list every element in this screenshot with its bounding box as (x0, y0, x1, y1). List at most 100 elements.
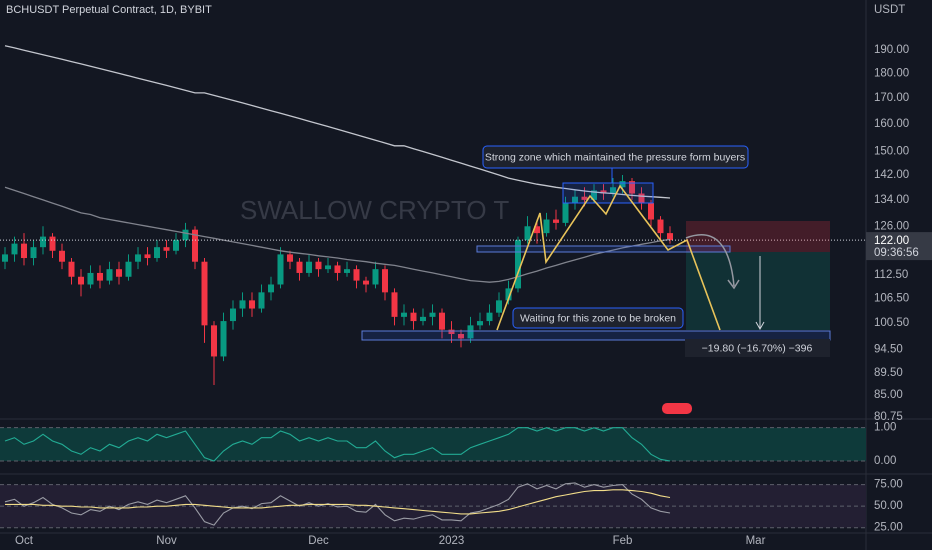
candle-body (49, 236, 56, 251)
candle-body (268, 284, 274, 293)
x-tick-label: 2023 (439, 535, 465, 547)
y-tick-label: 150.00 (874, 146, 909, 158)
candle-body (106, 269, 113, 281)
candle-body (163, 247, 170, 251)
candle-body (78, 276, 84, 285)
candle-body (448, 329, 455, 335)
x-tick-label: Dec (308, 535, 329, 547)
candle-body (581, 196, 588, 200)
candle-body (201, 261, 208, 326)
candle-body (382, 269, 388, 293)
callout-text: Strong zone which maintained the pressur… (485, 151, 745, 163)
candle-body (277, 254, 284, 285)
x-tick-label: Oct (15, 535, 34, 547)
callout-box (482, 145, 749, 169)
candle-body (192, 229, 198, 262)
candle-body (657, 219, 664, 234)
candle-body (296, 261, 303, 273)
moving-average (4, 45, 671, 199)
candle-body (439, 312, 445, 330)
y-tick-label: 25.00 (874, 522, 903, 534)
projection-arrow (685, 234, 735, 287)
candle-body (258, 292, 265, 309)
candle-body (2, 254, 8, 262)
candle-body (667, 233, 673, 241)
chart-title: BCHUSDT Perpetual Contract, 1D, BYBIT (6, 4, 212, 16)
candle-body (87, 272, 94, 285)
candle-body (543, 219, 550, 234)
candle-body (135, 254, 141, 262)
candle-body (401, 312, 407, 317)
candle-body (496, 300, 502, 313)
candle-body (116, 269, 122, 277)
candle-body (249, 300, 255, 309)
candle-body (638, 193, 645, 204)
candle-body (553, 219, 559, 223)
candle-body (477, 321, 483, 326)
candle-body (344, 269, 350, 273)
indicator-line (4, 482, 671, 526)
callout-text: Waiting for this zone to be broken (520, 312, 676, 324)
y-tick-label: 126.00 (874, 220, 909, 232)
candle-body (211, 325, 217, 357)
neck-zone (476, 245, 731, 253)
y-tick-label: 75.00 (874, 479, 903, 491)
candle-body (353, 269, 360, 281)
candle-body (325, 265, 331, 270)
x-tick-label: Feb (613, 535, 633, 547)
candle-body (410, 312, 417, 322)
y-tick-label: 100.50 (874, 317, 909, 329)
candle-body (591, 190, 597, 200)
y-tick-label: 160.00 (874, 118, 909, 130)
candle-body (505, 288, 512, 301)
candle-body (125, 261, 132, 277)
bottom-zone (361, 330, 831, 341)
y-tick-label: 190.00 (874, 44, 909, 56)
candle-body (144, 254, 151, 259)
currency-label: USDT (874, 4, 905, 16)
candle-body (239, 300, 246, 309)
candle-body (515, 240, 521, 289)
candle-body (391, 292, 398, 317)
moving-average (4, 186, 671, 283)
candle-body (629, 181, 635, 194)
plot (0, 45, 866, 529)
candle-body (315, 261, 322, 270)
candle-body (230, 308, 236, 322)
candle-body (334, 265, 341, 273)
candle-body (59, 250, 65, 262)
indicator-line (5, 489, 671, 515)
y-tick-label: 50.00 (874, 500, 903, 512)
price-tag (866, 232, 932, 261)
price-tag-value: 122.00 (874, 235, 909, 247)
y-tick-label: 80.75 (874, 411, 903, 423)
y-tick-label: 85.00 (874, 389, 903, 401)
y-tick-label: 180.00 (874, 67, 909, 79)
x-tick-label: Mar (746, 535, 766, 547)
top-zone (562, 182, 654, 204)
candle-body (306, 261, 312, 273)
countdown: 09:36:56 (874, 247, 919, 259)
candle-body (68, 261, 75, 277)
measure-box (685, 339, 830, 357)
candle-body (40, 236, 46, 248)
candle-body (372, 269, 379, 285)
candle-body (363, 280, 369, 285)
candle-body (154, 247, 160, 259)
y-tick-label: 94.50 (874, 344, 903, 356)
candle-body (11, 243, 18, 255)
alert-badge[interactable] (662, 403, 692, 414)
y-tick-label: 142.00 (874, 169, 909, 181)
y-tick-label: 0.00 (874, 455, 896, 467)
candle-body (458, 334, 464, 339)
candle-body (524, 226, 531, 241)
candle-body (619, 181, 626, 188)
candle-body (220, 321, 227, 357)
y-tick-label: 134.00 (874, 194, 909, 206)
candle-body (173, 240, 179, 251)
candle-body (610, 187, 616, 194)
candle-body (648, 203, 654, 220)
candle-body (21, 243, 27, 259)
y-tick-label: 1.00 (874, 422, 896, 434)
